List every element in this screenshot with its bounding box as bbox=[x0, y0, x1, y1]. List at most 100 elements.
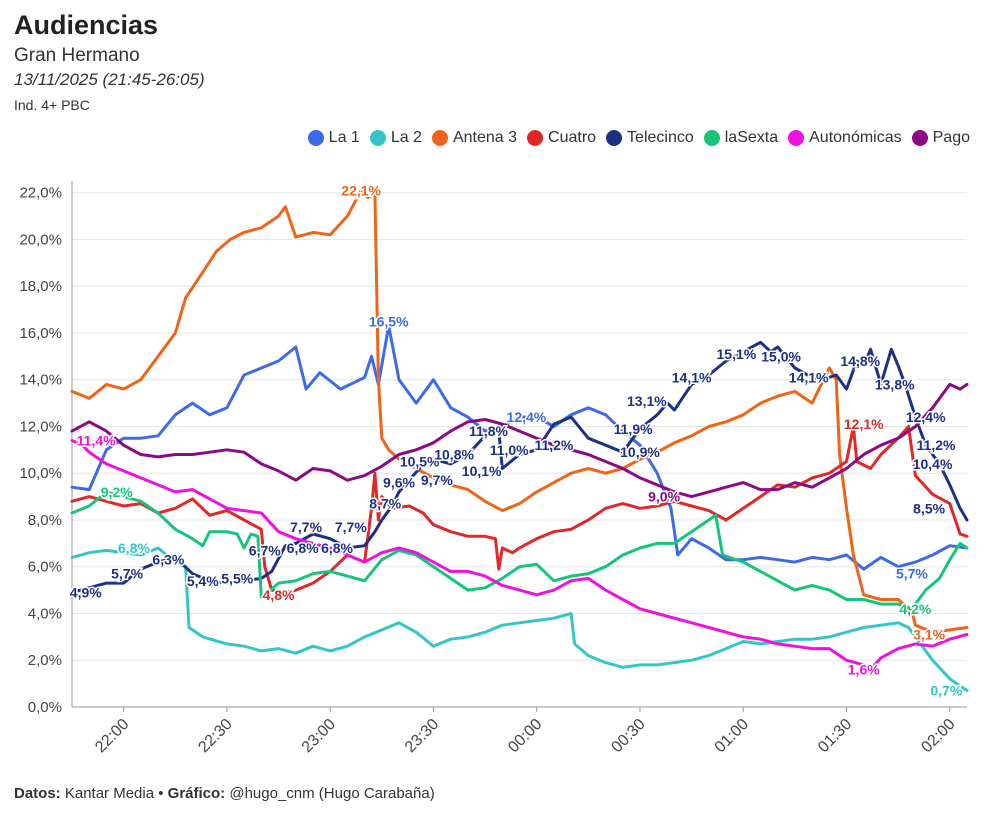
data-label: 11,0% bbox=[490, 442, 529, 458]
footer-data-label: Datos: bbox=[14, 785, 61, 802]
y-tick-label: 8,0% bbox=[28, 512, 62, 529]
chart-date: 13/11/2025 (21:45-26:05) bbox=[14, 70, 205, 89]
y-tick-label: 10,0% bbox=[19, 465, 62, 482]
data-label: 10,4% bbox=[913, 456, 953, 472]
y-tick-label: 20,0% bbox=[19, 231, 62, 248]
data-label: 1,6% bbox=[848, 662, 880, 678]
data-label: 5,4% bbox=[187, 573, 219, 589]
data-label: 6,8% bbox=[321, 540, 353, 556]
data-label: 12,4% bbox=[507, 409, 547, 425]
data-label: 11,2% bbox=[534, 437, 573, 453]
legend-label: Autonómicas bbox=[809, 129, 902, 146]
chart-subtitle: Gran Hermano bbox=[14, 45, 140, 66]
data-label: 4,9% bbox=[70, 584, 102, 600]
data-label: 11,2% bbox=[917, 437, 956, 453]
data-label: 14,1% bbox=[789, 369, 829, 385]
data-label: 22,1% bbox=[341, 182, 381, 198]
legend-item-cuatro: Cuatro bbox=[527, 129, 596, 147]
legend-label: La 2 bbox=[390, 129, 422, 146]
chart-note: Ind. 4+ PBC bbox=[14, 97, 90, 113]
series-line-cuatro bbox=[70, 425, 969, 594]
data-label: 15,1% bbox=[717, 346, 757, 362]
y-tick-label: 6,0% bbox=[28, 559, 62, 576]
chart-title: Audiencias bbox=[14, 10, 159, 40]
y-tick-label: 22,0% bbox=[19, 185, 62, 202]
data-label: 10,5% bbox=[400, 454, 440, 470]
data-label: 9,6% bbox=[383, 475, 415, 491]
legend-item-pago: Pago bbox=[911, 129, 970, 147]
data-label: 8,7% bbox=[369, 496, 401, 512]
data-label: 11,9% bbox=[614, 421, 653, 437]
legend-item-la-2: La 2 bbox=[369, 129, 422, 147]
chart-footer: Datos: Kantar Media • Gráfico: @hugo_cnm… bbox=[14, 785, 435, 802]
data-label: 14,8% bbox=[840, 353, 880, 369]
data-label: 8,5% bbox=[913, 500, 945, 516]
footer-data-source: Kantar Media bbox=[64, 785, 155, 802]
data-label: 9,0% bbox=[648, 489, 680, 505]
x-tick-label: 22:00 bbox=[92, 716, 132, 756]
data-label: 13,8% bbox=[875, 376, 915, 392]
x-tick-label: 01:30 bbox=[815, 716, 855, 756]
legend-item-antena-3: Antena 3 bbox=[431, 129, 518, 147]
x-tick-label: 02:00 bbox=[918, 716, 958, 756]
legend-swatch bbox=[788, 130, 805, 146]
legend-label: Antena 3 bbox=[452, 129, 518, 146]
data-label: 6,8% bbox=[287, 540, 319, 556]
data-label: 15,0% bbox=[761, 348, 801, 364]
legend-swatch bbox=[527, 130, 544, 146]
data-label: 13,1% bbox=[627, 393, 667, 409]
data-label: 6,7% bbox=[249, 542, 281, 558]
data-label: 10,8% bbox=[434, 447, 474, 463]
legend-item-la-1: La 1 bbox=[307, 129, 360, 147]
data-label: 12,4% bbox=[906, 409, 946, 425]
data-label: 6,8% bbox=[118, 540, 150, 556]
data-label: 9,2% bbox=[101, 484, 133, 500]
footer-separator: • bbox=[158, 785, 164, 802]
series-line-antena-3 bbox=[70, 188, 969, 634]
legend-label: La 1 bbox=[328, 129, 360, 146]
data-label: 4,2% bbox=[899, 601, 931, 617]
legend-label: Telecinco bbox=[627, 129, 694, 146]
line-chart: 0,0% 2,0% 4,0% 6,0% 8,0% 10,0% 12,0% 14,0% 16,0%… bbox=[19, 181, 969, 756]
data-label: 10,9% bbox=[620, 444, 660, 460]
x-tick-label: 23:00 bbox=[299, 716, 339, 756]
legend-swatch bbox=[606, 130, 623, 146]
series-line-autonomicas bbox=[70, 439, 969, 672]
data-label: 9,7% bbox=[421, 472, 453, 488]
data-label: 7,7% bbox=[335, 519, 367, 535]
legend-label: Cuatro bbox=[548, 129, 597, 146]
data-label: 11,8% bbox=[469, 423, 508, 439]
chart-legend: La 1 La 2 Antena 3 Cuatro Telecinco laSexta Au… bbox=[298, 129, 970, 147]
data-label: 5,7% bbox=[111, 566, 143, 582]
y-tick-label: 18,0% bbox=[19, 278, 62, 295]
data-label: 16,5% bbox=[369, 313, 409, 329]
y-tick-label: 12,0% bbox=[19, 418, 62, 435]
x-tick-label: 01:00 bbox=[712, 716, 752, 756]
series-line-la-1 bbox=[70, 324, 969, 571]
data-label: 12,1% bbox=[844, 416, 884, 432]
x-tick-label: 00:30 bbox=[608, 716, 648, 756]
legend-swatch bbox=[369, 130, 386, 146]
footer-author: @hugo_cnm (Hugo Carabaña) bbox=[229, 785, 435, 802]
data-label: 0,7% bbox=[930, 683, 962, 699]
series-line-lasexta bbox=[70, 490, 969, 611]
data-label: 5,5% bbox=[221, 570, 253, 586]
y-tick-label: 0,0% bbox=[28, 699, 62, 716]
y-tick-label: 14,0% bbox=[19, 372, 62, 389]
legend-label: laSexta bbox=[724, 129, 779, 146]
data-label: 14,1% bbox=[672, 369, 712, 385]
y-tick-label: 16,0% bbox=[19, 325, 62, 342]
y-tick-label: 4,0% bbox=[28, 605, 62, 622]
data-label: 7,7% bbox=[290, 519, 322, 535]
data-label: 11,4% bbox=[77, 432, 116, 448]
legend-swatch bbox=[703, 130, 720, 146]
legend-label: Pago bbox=[932, 129, 970, 146]
series-line-pago bbox=[70, 382, 969, 499]
data-label: 5,7% bbox=[896, 566, 928, 582]
legend-item-lasexta: laSexta bbox=[703, 129, 779, 147]
y-tick-label: 2,0% bbox=[28, 652, 62, 669]
x-tick-label: 22:30 bbox=[195, 716, 235, 756]
legend-swatch bbox=[431, 130, 448, 146]
x-tick-label: 00:00 bbox=[505, 716, 545, 756]
legend-item-telecinco: Telecinco bbox=[606, 129, 694, 147]
